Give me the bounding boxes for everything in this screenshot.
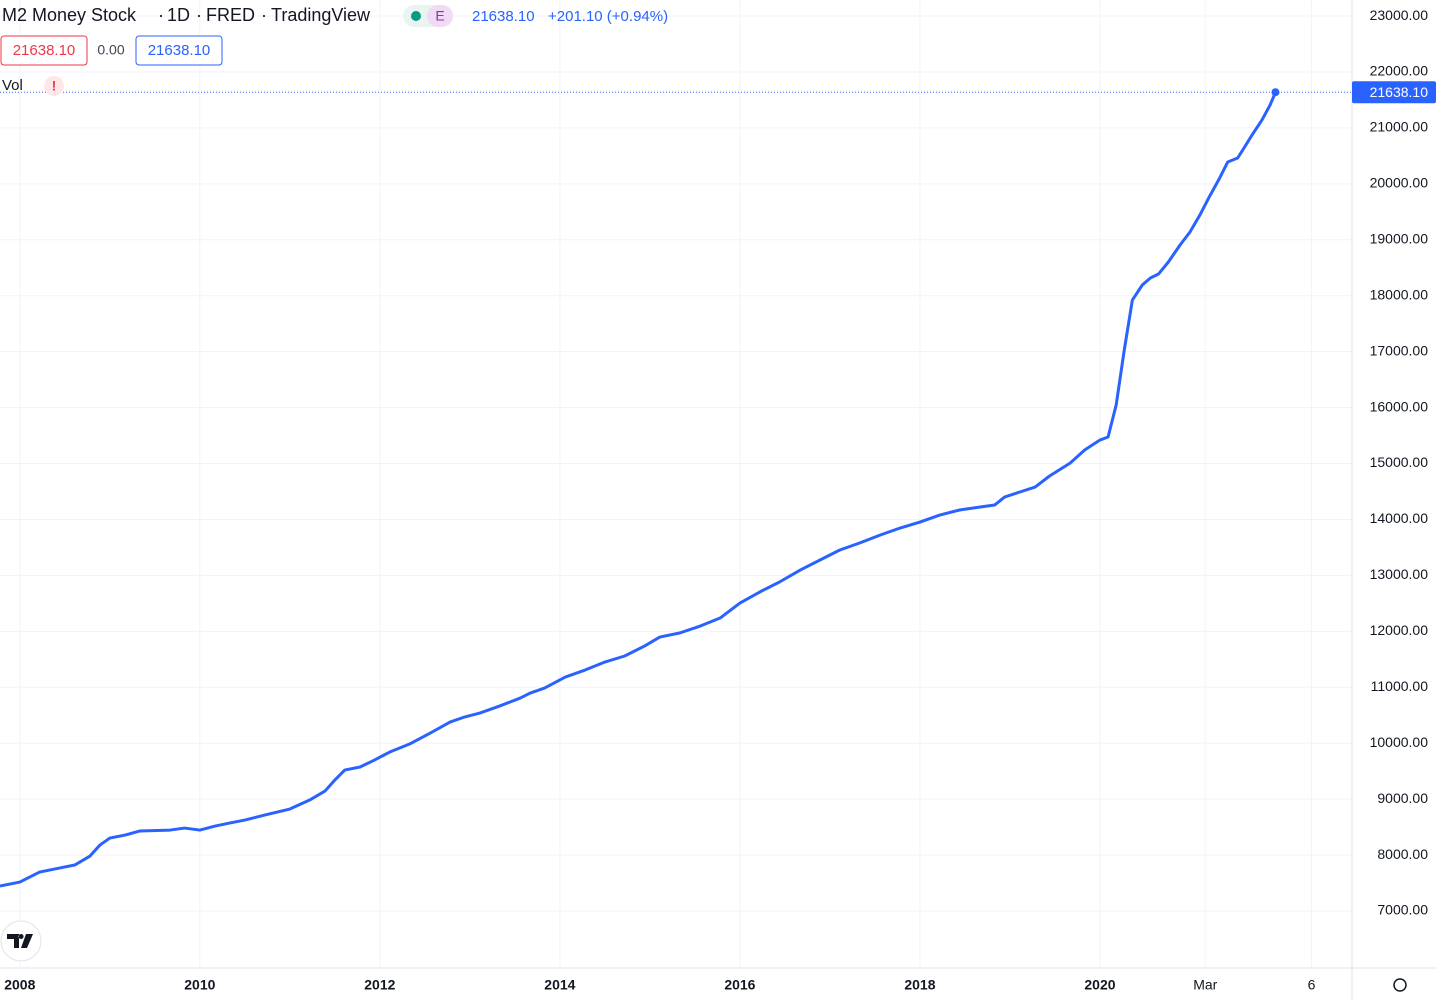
x-tick-label: 2018 xyxy=(904,977,935,993)
separator: · xyxy=(158,5,164,25)
alert-bg[interactable] xyxy=(44,76,64,96)
last-point xyxy=(1271,88,1280,97)
last-price: 21638.10 xyxy=(472,8,535,25)
y-tick-label: 21000.00 xyxy=(1370,119,1429,135)
x-tick-label: 2008 xyxy=(4,977,35,993)
logo[interactable] xyxy=(0,920,42,962)
indicator-alert: ! xyxy=(52,78,57,94)
y-tick-label: 9000.00 xyxy=(1377,790,1428,806)
price-box[interactable] xyxy=(135,35,223,66)
badge-bg xyxy=(427,5,453,27)
series-line xyxy=(0,91,1277,888)
chart-title: M2 Money Stock xyxy=(2,5,137,25)
price-label-bg xyxy=(1352,81,1436,104)
y-tick-label: 12000.00 xyxy=(1370,622,1429,638)
price-change: +201.10 (+0.94%) xyxy=(548,8,668,25)
logo-mark xyxy=(7,934,33,948)
y-tick-label: 17000.00 xyxy=(1370,342,1429,358)
source: FRED xyxy=(206,5,255,25)
price-label: 21638.10 xyxy=(1370,84,1429,100)
price-box-text: 0.00 xyxy=(97,42,124,58)
y-tick-label: 10000.00 xyxy=(1370,734,1429,750)
y-tick-label: 18000.00 xyxy=(1370,286,1429,302)
price-box[interactable] xyxy=(0,35,88,66)
market-status-dot xyxy=(411,11,421,21)
x-tick-label: 2014 xyxy=(544,977,575,993)
x-tick-label: 2012 xyxy=(364,977,395,993)
price-box-text: 21638.10 xyxy=(148,42,211,59)
badge: E xyxy=(435,8,444,24)
x-tick-label: 2020 xyxy=(1084,977,1115,993)
settings-icon[interactable] xyxy=(1393,978,1407,992)
y-tick-label: 8000.00 xyxy=(1377,846,1428,862)
publisher: TradingView xyxy=(271,5,371,25)
indicator[interactable]: Vol xyxy=(2,77,23,94)
y-tick-label: 20000.00 xyxy=(1370,175,1429,191)
x-tick-label: 2010 xyxy=(184,977,215,993)
y-tick-label: 15000.00 xyxy=(1370,454,1429,470)
y-tick-label: 7000.00 xyxy=(1377,902,1428,918)
separator: · xyxy=(196,5,202,25)
interval[interactable]: 1D xyxy=(167,5,190,25)
y-tick-label: 22000.00 xyxy=(1370,63,1429,79)
y-tick-label: 14000.00 xyxy=(1370,510,1429,526)
price-box-text: 21638.10 xyxy=(13,42,76,59)
x-tick-label: 6 xyxy=(1308,977,1316,993)
y-tick-label: 13000.00 xyxy=(1370,566,1429,582)
y-tick-label: 16000.00 xyxy=(1370,398,1429,414)
x-tick-label: 2016 xyxy=(724,977,755,993)
x-tick-label: Mar xyxy=(1193,977,1217,993)
separator: · xyxy=(261,5,267,25)
y-tick-label: 19000.00 xyxy=(1370,230,1429,246)
y-tick-label: 23000.00 xyxy=(1370,7,1429,23)
y-tick-label: 11000.00 xyxy=(1371,678,1429,694)
